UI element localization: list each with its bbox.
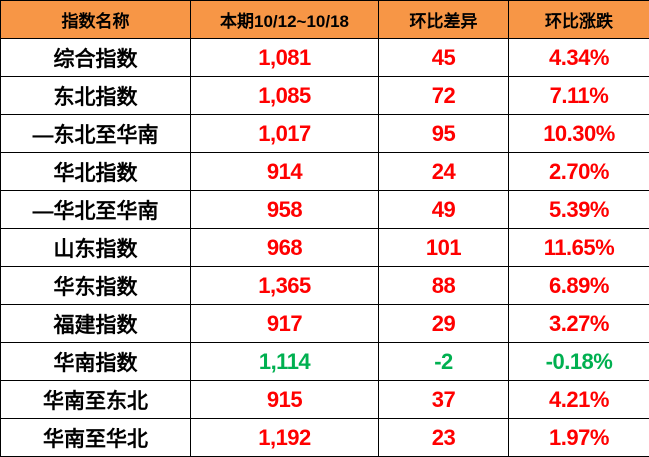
mom-difference-cell: 88 (378, 266, 509, 305)
column-header-mom-change: 环比涨跌 (508, 0, 649, 39)
table-row: —东北至华南 1,017 95 10.30% (0, 114, 649, 153)
mom-difference-cell: 24 (378, 152, 509, 191)
mom-difference-cell: 37 (378, 380, 509, 419)
column-header-mom-difference: 环比差异 (378, 0, 509, 39)
index-name-cell: 华南指数 (0, 342, 191, 381)
column-header-current-period: 本期10/12~10/18 (190, 0, 379, 39)
table-header: 指数名称 本期10/12~10/18 环比差异 环比涨跌 (0, 0, 649, 39)
mom-change-cell: 7.11% (508, 76, 649, 115)
index-name-cell: —华北至华南 (0, 190, 191, 229)
index-name-cell: —东北至华南 (0, 114, 191, 153)
table-row: 华东指数 1,365 88 6.89% (0, 266, 649, 305)
index-name-cell: 福建指数 (0, 304, 191, 343)
current-value-cell: 1,192 (190, 418, 379, 457)
table-row: 华南指数 1,114 -2 -0.18% (0, 342, 649, 381)
index-name-cell: 山东指数 (0, 228, 191, 267)
mom-change-cell: 6.89% (508, 266, 649, 305)
mom-change-cell: 10.30% (508, 114, 649, 153)
mom-change-cell: 1.97% (508, 418, 649, 457)
mom-difference-cell: 45 (378, 38, 509, 77)
index-name-cell: 华北指数 (0, 152, 191, 191)
mom-difference-cell: 29 (378, 304, 509, 343)
mom-difference-cell: 72 (378, 76, 509, 115)
mom-change-cell: 2.70% (508, 152, 649, 191)
index-name-cell: 华南至华北 (0, 418, 191, 457)
current-value-cell: 1,114 (190, 342, 379, 381)
mom-change-cell: 5.39% (508, 190, 649, 229)
current-value-cell: 968 (190, 228, 379, 267)
current-value-cell: 958 (190, 190, 379, 229)
mom-change-cell: 4.34% (508, 38, 649, 77)
header-row: 指数名称 本期10/12~10/18 环比差异 环比涨跌 (0, 0, 649, 39)
index-name-cell: 华东指数 (0, 266, 191, 305)
table-row: 华南至华北 1,192 23 1.97% (0, 418, 649, 457)
table-row: 华北指数 914 24 2.70% (0, 152, 649, 191)
current-value-cell: 1,081 (190, 38, 379, 77)
table-row: 华南至东北 915 37 4.21% (0, 380, 649, 419)
mom-change-cell: 11.65% (508, 228, 649, 267)
current-value-cell: 915 (190, 380, 379, 419)
table-row: 综合指数 1,081 45 4.34% (0, 38, 649, 77)
table-row: 山东指数 968 101 11.65% (0, 228, 649, 267)
table-row: 福建指数 917 29 3.27% (0, 304, 649, 343)
mom-change-cell: 3.27% (508, 304, 649, 343)
mom-difference-cell: 23 (378, 418, 509, 457)
current-value-cell: 1,085 (190, 76, 379, 115)
index-name-cell: 华南至东北 (0, 380, 191, 419)
column-header-index-name: 指数名称 (0, 0, 191, 39)
mom-change-cell: -0.18% (508, 342, 649, 381)
index-name-cell: 东北指数 (0, 76, 191, 115)
mom-difference-cell: 101 (378, 228, 509, 267)
index-name-cell: 综合指数 (0, 38, 191, 77)
current-value-cell: 917 (190, 304, 379, 343)
mom-difference-cell: 95 (378, 114, 509, 153)
table-body: 综合指数 1,081 45 4.34% 东北指数 1,085 72 7.11% —东北至华南 1,… (0, 38, 649, 457)
current-value-cell: 914 (190, 152, 379, 191)
mom-difference-cell: -2 (378, 342, 509, 381)
current-value-cell: 1,017 (190, 114, 379, 153)
table-row: —华北至华南 958 49 5.39% (0, 190, 649, 229)
table-row: 东北指数 1,085 72 7.11% (0, 76, 649, 115)
current-value-cell: 1,365 (190, 266, 379, 305)
mom-difference-cell: 49 (378, 190, 509, 229)
mom-change-cell: 4.21% (508, 380, 649, 419)
